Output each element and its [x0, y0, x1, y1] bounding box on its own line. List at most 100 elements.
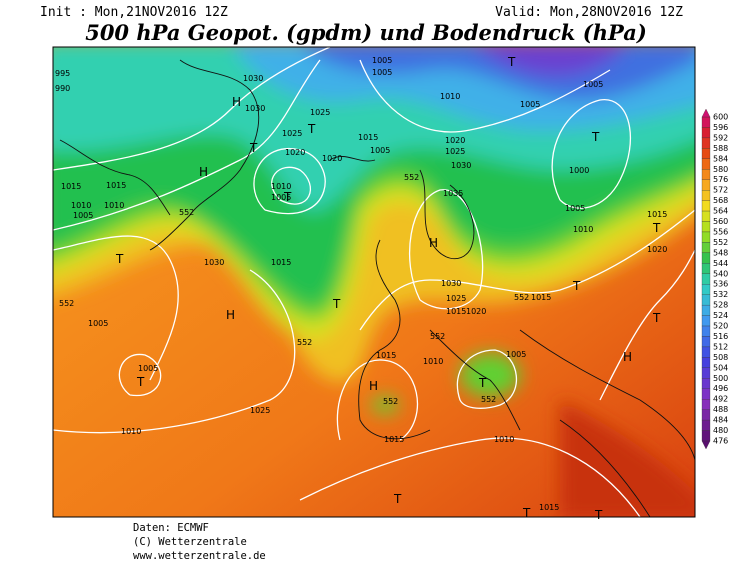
colorbar-label: 528	[713, 301, 728, 310]
colorbar-label: 532	[713, 290, 728, 299]
isobar-label: 990	[55, 84, 70, 93]
colorbar-label: 524	[713, 311, 728, 320]
isobar-label: 1015	[446, 307, 466, 316]
isobar-label: 1010	[573, 225, 593, 234]
isobar-label: 1030	[441, 279, 461, 288]
website: www.wetterzentrale.de	[133, 550, 266, 562]
isobar-label: 552	[179, 208, 194, 217]
pressure-center: H	[429, 236, 438, 250]
colorbar-label: 568	[713, 196, 728, 205]
pressure-center: T	[478, 376, 487, 390]
isobar-label: 1025	[310, 108, 330, 117]
colorbar-label: 584	[713, 154, 728, 163]
pressure-center: T	[522, 506, 531, 520]
map-title: 500 hPa Geopot. (gpdm) und Bodendruck (h…	[85, 20, 647, 45]
pressure-center: T	[332, 297, 341, 311]
isobar-label: 552	[430, 332, 445, 341]
isobar-label: 1015	[539, 503, 559, 512]
colorbar-segment	[701, 221, 711, 233]
isobar-label: 1030	[245, 104, 265, 113]
isobar-label: 1025	[446, 294, 466, 303]
pressure-center: H	[623, 350, 632, 364]
colorbar-segment	[701, 190, 711, 201]
isobar-label: 1005	[370, 146, 390, 155]
colorbar: 6005965925885845805765725685645605565525…	[701, 108, 728, 450]
isobar-label: 1020	[466, 307, 486, 316]
colorbar-segment	[701, 252, 711, 264]
pressure-center: T	[652, 221, 661, 235]
coastlines	[59, 59, 695, 517]
isobar-label: 1015	[376, 351, 396, 360]
colorbar-segment	[701, 304, 711, 316]
pressure-center: H	[199, 165, 208, 179]
isobar-label: 1020	[445, 136, 465, 145]
colorbar-label: 496	[713, 384, 728, 393]
colorbar-label: 484	[713, 416, 728, 425]
pressure-center: H	[226, 308, 235, 322]
colorbar-label: 504	[713, 363, 728, 372]
valid-time: Valid: Mon,28NOV2016 12Z	[495, 5, 683, 20]
colorbar-segment	[701, 336, 711, 348]
isobar-label: 1005	[520, 100, 540, 109]
colorbar-label: 576	[713, 175, 728, 184]
isobar-label: 1030	[243, 74, 263, 83]
isobar-label: 1010	[494, 435, 514, 444]
isobar-label: 1015	[358, 133, 378, 142]
isobar-label: 1000	[569, 166, 589, 175]
pressure-center: T	[283, 190, 292, 204]
isobar-label: 552	[297, 338, 312, 347]
isobar-label: 1030	[451, 161, 471, 170]
colorbar-label: 600	[713, 113, 728, 122]
isobar-label: 1015	[647, 210, 667, 219]
isobar-label: 1015	[384, 435, 404, 444]
colorbar-label: 556	[713, 227, 728, 236]
colorbar-segment	[701, 419, 711, 431]
colorbar-segment	[701, 210, 711, 222]
isobar-label: 1015	[271, 258, 291, 267]
colorbar-segment	[701, 430, 711, 442]
isobar-label: 1005	[565, 204, 585, 213]
init-time: Init : Mon,21NOV2016 12Z	[40, 5, 228, 20]
colorbar-bottom-arrow	[701, 440, 711, 450]
colorbar-label: 560	[713, 217, 728, 226]
isobar-label: 1010	[423, 357, 443, 366]
colorbar-segment	[701, 273, 711, 285]
pressure-center: T	[136, 375, 145, 389]
pressure-center: T	[393, 492, 402, 506]
colorbar-segment	[701, 137, 711, 149]
colorbar-segment	[701, 179, 711, 191]
colorbar-segment	[701, 127, 711, 139]
copyright: (C) Wetterzentrale	[133, 536, 247, 548]
isobar-label: 1005	[506, 350, 526, 359]
colorbar-segment	[701, 325, 711, 337]
colorbar-segment	[701, 231, 711, 243]
pressure-center: T	[652, 311, 661, 325]
colorbar-label: 580	[713, 165, 728, 174]
isobar-label: 1005	[138, 364, 158, 373]
isobar-label: 1015	[531, 293, 551, 302]
isobar-label: 1010	[71, 201, 91, 210]
isobar-label: 1025	[282, 129, 302, 138]
pressure-center: H	[369, 379, 378, 393]
pressure-center: T	[307, 122, 316, 136]
isobar-label: 552	[404, 173, 419, 182]
colorbar-segment	[701, 148, 711, 159]
colorbar-label: 480	[713, 426, 728, 435]
colorbar-label: 520	[713, 322, 728, 331]
pressure-center: T	[572, 279, 581, 293]
colorbar-segment	[701, 242, 711, 254]
colorbar-label: 544	[713, 259, 728, 268]
colorbar-label: 536	[713, 280, 728, 289]
isobars	[53, 47, 695, 517]
map-frame	[52, 46, 696, 518]
colorbar-label: 492	[713, 395, 728, 404]
colorbar-segment	[701, 284, 711, 295]
colorbar-label: 476	[713, 437, 728, 446]
isobar-label: 1005	[372, 56, 392, 65]
isobar-label: 1010	[121, 427, 141, 436]
isobar-label: 552	[59, 299, 74, 308]
isobar-label: 1005	[271, 193, 291, 202]
colorbar-label: 488	[713, 405, 728, 414]
colorbar-segment	[701, 169, 711, 180]
data-source: Daten: ECMWF	[133, 522, 209, 534]
